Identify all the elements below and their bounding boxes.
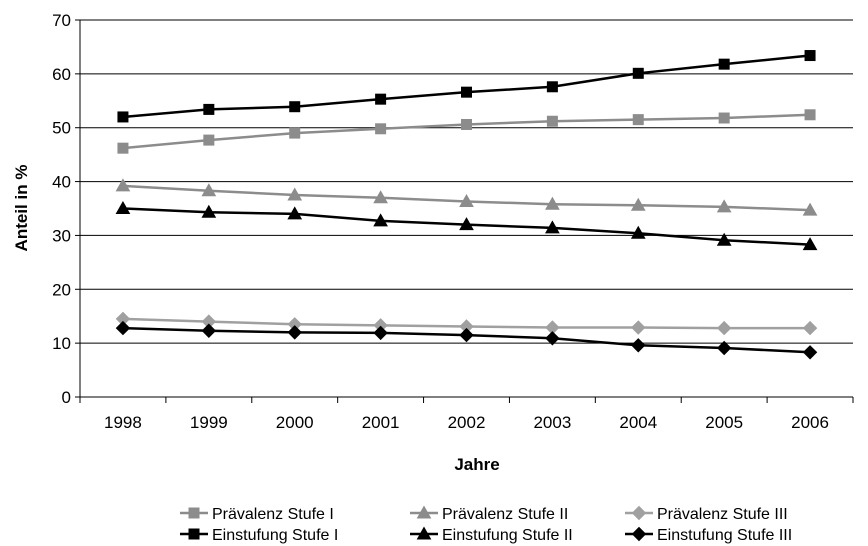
data-point: [289, 127, 301, 139]
legend-item: Prävalenz Stufe I: [180, 506, 334, 523]
data-point: [117, 111, 129, 123]
series-pr-valenz-stufe-i: [117, 109, 816, 154]
y-tick-label: 0: [62, 388, 71, 407]
data-point: [716, 232, 732, 246]
legend-label: Einstufung Stufe II: [442, 527, 573, 544]
series-einstufung-stufe-iii: [115, 320, 818, 360]
data-point: [545, 196, 560, 210]
series-pr-valenz-stufe-ii: [115, 178, 818, 216]
x-tick-label: 2001: [362, 413, 400, 432]
legend: Prävalenz Stufe I Prävalenz Stufe II Präva…: [180, 505, 792, 544]
x-tick-label: 2000: [276, 413, 314, 432]
data-point: [287, 206, 303, 220]
data-point: [373, 190, 388, 204]
data-point: [459, 193, 474, 207]
data-point: [631, 338, 646, 353]
axes: 0 10 20 30 40 50 60 70 1998 1999 2000 2001 2002 2003 2…: [52, 11, 854, 432]
legend-label: Prävalenz Stufe III: [657, 506, 788, 523]
series-einstufung-stufe-i: [117, 50, 816, 123]
legend-swatch-marker: [416, 526, 432, 540]
y-tick-label: 10: [52, 334, 71, 353]
data-point: [115, 200, 131, 214]
data-point: [461, 118, 472, 130]
data-point: [718, 58, 730, 70]
series-pr-valenz-stufe-iii: [115, 311, 818, 336]
series-lines: [115, 50, 818, 360]
data-point: [373, 213, 388, 227]
legend-swatch-marker: [188, 528, 200, 540]
data-point: [287, 325, 302, 340]
data-point: [115, 178, 131, 192]
data-point: [203, 103, 215, 115]
x-tick-label: 2004: [619, 413, 657, 432]
x-tick-label: 2003: [533, 413, 571, 432]
data-point: [802, 345, 818, 360]
data-point: [201, 323, 217, 338]
data-point: [632, 67, 644, 79]
x-tick-label: 2006: [791, 413, 829, 432]
x-tick-label: 2005: [705, 413, 743, 432]
data-point: [716, 199, 732, 213]
legend-swatch-marker: [631, 526, 647, 542]
data-point: [545, 220, 560, 234]
data-point: [802, 202, 818, 216]
data-point: [201, 204, 217, 218]
data-point: [459, 327, 474, 343]
legend-label: Prävalenz Stufe I: [212, 506, 334, 523]
gridlines: [80, 19, 853, 344]
legend-item: Prävalenz Stufe II: [410, 505, 568, 523]
data-point: [716, 320, 732, 336]
data-point: [375, 123, 387, 135]
data-point: [373, 325, 388, 341]
data-point: [802, 237, 818, 251]
series-einstufung-stufe-ii: [115, 200, 818, 251]
y-tick-label: 20: [52, 280, 71, 299]
data-point: [632, 114, 644, 126]
x-tick-label: 1998: [104, 413, 142, 432]
y-tick-label: 50: [52, 119, 71, 138]
data-point: [287, 187, 303, 201]
data-point: [804, 109, 816, 121]
data-point: [718, 112, 730, 124]
legend-swatch-marker: [188, 507, 200, 519]
y-axis-title: Anteil in %: [12, 165, 31, 252]
data-point: [631, 320, 646, 335]
y-tick-label: 70: [52, 11, 71, 30]
data-point: [203, 134, 215, 146]
x-tick-label: 2002: [448, 413, 486, 432]
legend-item: Prävalenz Stufe III: [625, 505, 788, 523]
data-point: [461, 86, 472, 98]
data-point: [546, 81, 558, 93]
legend-item: Einstufung Stufe II: [410, 526, 573, 544]
data-point: [716, 340, 732, 356]
legend-swatch-marker: [631, 505, 647, 521]
legend-label: Einstufung Stufe I: [212, 527, 338, 544]
data-point: [545, 331, 560, 346]
x-tick-label: 1999: [190, 413, 228, 432]
data-point: [201, 183, 217, 197]
data-point: [804, 50, 816, 62]
y-tick-label: 60: [52, 65, 71, 84]
data-point: [289, 101, 301, 113]
series-line: [122, 54, 811, 119]
legend-swatch-marker: [416, 505, 432, 519]
x-axis-title: Jahre: [454, 455, 499, 474]
legend-item: Einstufung Stufe III: [625, 526, 792, 544]
legend-item: Einstufung Stufe I: [180, 527, 338, 544]
data-point: [117, 142, 129, 154]
data-point: [630, 197, 646, 211]
y-tick-label: 40: [52, 173, 71, 192]
data-point: [459, 217, 474, 231]
data-point: [630, 225, 646, 239]
legend-label: Einstufung Stufe III: [657, 527, 792, 544]
data-point: [115, 320, 131, 336]
y-tick-label: 30: [52, 226, 71, 245]
legend-label: Prävalenz Stufe II: [442, 506, 568, 523]
data-point: [546, 115, 558, 127]
data-point: [802, 320, 818, 336]
data-point: [375, 93, 387, 105]
